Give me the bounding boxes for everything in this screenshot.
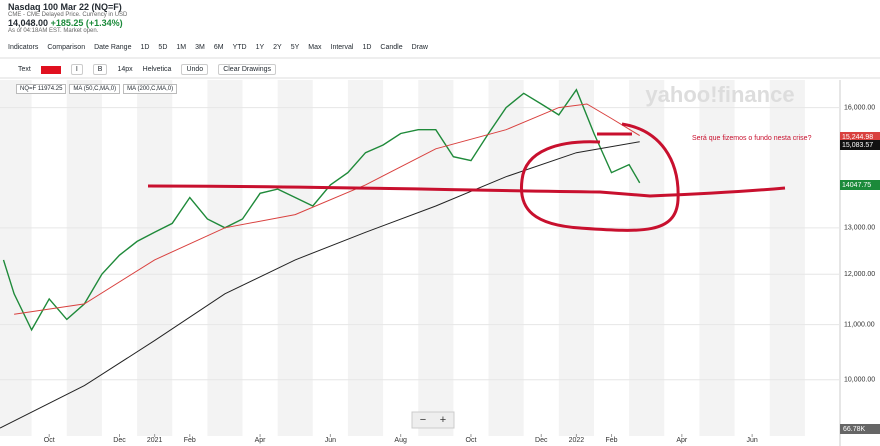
price-tag: [840, 132, 880, 142]
y-tick-label: 13,000.00: [844, 225, 875, 232]
zoom-out[interactable]: −: [420, 414, 426, 426]
price-line: [14, 103, 640, 315]
quote: 14,048.00 +185.25 (+1.34%): [8, 18, 127, 28]
month-band: [418, 80, 454, 436]
zoom-box[interactable]: [411, 411, 455, 429]
draw-tool[interactable]: Text: [18, 66, 31, 73]
draw-tool[interactable]: I: [70, 64, 83, 75]
y-tick-label: 12,000.00: [844, 271, 875, 278]
legend-chip[interactable]: NQ=F 11974.25: [16, 84, 67, 94]
draw-tool[interactable]: B: [92, 64, 108, 75]
legend-chip[interactable]: MA (50,C,MA,0): [69, 84, 121, 94]
toolbar-button[interactable]: Max: [308, 44, 322, 51]
month-band: [137, 80, 173, 436]
change: +185.25: [50, 18, 84, 28]
toolbar-button[interactable]: 2Y: [273, 44, 282, 51]
x-tick-label: Aug: [394, 437, 407, 444]
y-tick-label: 10,000.00: [844, 377, 875, 384]
toolbar-button[interactable]: 3M: [195, 44, 205, 51]
price-tag-label: 14047.75: [842, 182, 871, 189]
price-tag-label: 15,083.57: [842, 142, 873, 149]
toolbar-button[interactable]: Draw: [411, 44, 428, 51]
price: 14,048.00: [8, 18, 49, 28]
month-band: [347, 80, 384, 436]
draw-toolbar: Text I B 14px Helvetica Undo Clear Drawings: [18, 64, 277, 75]
x-tick-label: Oct: [466, 437, 477, 444]
subtitle: CME - CME Delayed Price. Currency in USD: [8, 12, 128, 18]
draw-tool[interactable]: Helvetica: [142, 66, 172, 73]
x-tick-label: Dec: [535, 437, 548, 444]
color-swatch[interactable]: [40, 65, 61, 74]
price-line: [2, 88, 641, 332]
draw-tool[interactable]: Undo: [181, 64, 209, 75]
toolbar-button[interactable]: Interval: [330, 44, 354, 51]
x-tick-label: Jun: [325, 437, 336, 444]
toolbar-button[interactable]: Candle: [380, 44, 403, 51]
percent: (+1.34%): [85, 18, 123, 28]
month-band: [207, 80, 243, 436]
month-band: [488, 80, 524, 436]
drawn-line: [147, 184, 786, 198]
toolbar-button[interactable]: 1Y: [255, 44, 265, 51]
volume-tag: [840, 424, 880, 434]
annotation: Será que fizemos o fundo nesta crise?: [692, 135, 812, 142]
toolbar-button[interactable]: 1M: [176, 44, 187, 51]
toolbar-button[interactable]: Date Range: [94, 44, 132, 51]
price-tag-label: 15,244.98: [842, 134, 873, 141]
x-tick-label: 2022: [569, 437, 585, 444]
draw-tool[interactable]: Clear Drawings: [218, 64, 277, 75]
month-band: [629, 80, 665, 436]
title: Nasdaq 100 Mar 22 (NQ=F): [8, 2, 122, 12]
drawn-circle: [519, 122, 680, 232]
header: Nasdaq 100 Mar 22 (NQ=F) CME - CME Delay…: [8, 2, 127, 34]
toolbar-button[interactable]: 1D: [140, 44, 150, 51]
as-of: As of 04:18AM EST. Market open.: [8, 28, 99, 34]
y-tick-label: 16,000.00: [844, 104, 875, 111]
x-tick-label: Feb: [184, 437, 196, 444]
price-tag: [840, 140, 880, 150]
month-band: [699, 80, 735, 436]
x-tick-label: Oct: [44, 437, 55, 444]
watermark: yahoo!finance: [645, 82, 794, 107]
legend-chip[interactable]: MA (200,C,MA,0): [123, 84, 178, 94]
legend: NQ=F 11974.25 MA (50,C,MA,0) MA (200,C,MA,…: [16, 84, 178, 94]
toolbar-button[interactable]: Indicators: [8, 44, 39, 51]
toolbar-button[interactable]: YTD: [232, 44, 247, 51]
month-band: [277, 80, 313, 436]
toolbar-button[interactable]: 1D: [362, 44, 372, 51]
month-band: [0, 80, 32, 436]
toolbar: Indicators Comparison Date Range 1D 5D 1M 3M 6M…: [8, 44, 428, 51]
toolbar-button[interactable]: 5D: [158, 44, 168, 51]
x-tick-label: Jun: [746, 437, 757, 444]
price-line: [0, 141, 640, 429]
x-tick-label: Feb: [606, 437, 618, 444]
month-band: [769, 80, 805, 436]
x-tick-label: Dec: [113, 437, 126, 444]
month-band: [66, 80, 102, 436]
price-tag: [840, 180, 880, 190]
y-tick-label: 11,000.00: [844, 321, 875, 328]
zoom-in[interactable]: +: [440, 414, 446, 426]
draw-tool[interactable]: 14px: [117, 66, 133, 73]
x-tick-label: Apr: [676, 437, 688, 444]
toolbar-button[interactable]: 5Y: [290, 44, 300, 51]
month-band: [558, 80, 594, 436]
volume-label: 66.78K: [843, 426, 866, 433]
toolbar-button[interactable]: Comparison: [47, 44, 86, 51]
toolbar-button[interactable]: 6M: [213, 44, 224, 51]
x-tick-label: Apr: [255, 437, 267, 444]
x-tick-label: 2021: [147, 437, 163, 444]
